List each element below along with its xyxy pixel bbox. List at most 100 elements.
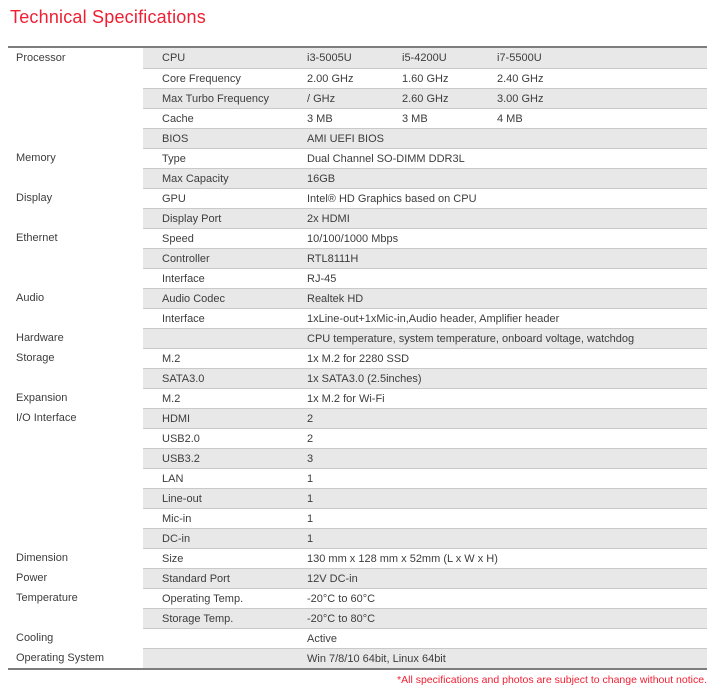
spec-value-cell: 2.00 GHz	[307, 73, 354, 85]
spec-values: 1x SATA3.0 (2.5inches)	[307, 369, 707, 388]
row-band: Line-out 1	[143, 488, 707, 508]
spec-value-cell: 2x HDMI	[307, 213, 350, 225]
category-cell: Expansion	[8, 388, 143, 408]
spec-value-cell: 1	[307, 533, 314, 545]
category-cell	[8, 88, 143, 108]
spec-values: Dual Channel SO-DIMM DDR3L	[307, 149, 707, 168]
spec-label-cell: Operating Temp.	[162, 593, 244, 605]
spec-value-cell: Dual Channel SO-DIMM DDR3L	[307, 153, 465, 165]
spec-label-cell: USB3.2	[162, 453, 200, 465]
category-cell: Cooling	[8, 628, 143, 648]
row-band: Cache 3 MB 3 MB 4 MB	[143, 108, 707, 128]
table-row: Line-out 1	[8, 488, 707, 508]
spec-values: 1	[307, 509, 707, 528]
category-cell	[8, 508, 143, 528]
row-band: Active	[143, 628, 707, 648]
table-row: Storage Temp. -20°C to 80°C	[8, 608, 707, 628]
spec-label-cell: Interface	[162, 273, 205, 285]
table-row: Expansion M.2 1x M.2 for Wi-Fi	[8, 388, 707, 408]
row-band: SATA3.0 1x SATA3.0 (2.5inches)	[143, 368, 707, 388]
row-band: Storage Temp. -20°C to 80°C	[143, 608, 707, 628]
spec-label-cell: Speed	[162, 233, 194, 245]
table-row: Display Port 2x HDMI	[8, 208, 707, 228]
spec-values: Realtek HD	[307, 289, 707, 308]
category-cell	[8, 468, 143, 488]
spec-label-cell: Controller	[162, 253, 210, 265]
spec-value-cell: 2.60 GHz	[402, 93, 449, 105]
spec-value-cell: RJ-45	[307, 273, 337, 285]
row-band: Max Turbo Frequency / GHz 2.60 GHz 3.00 GHz	[143, 88, 707, 108]
row-band: USB2.0 2	[143, 428, 707, 448]
spec-value-cell: 1xLine-out+1xMic-in,Audio header, Amplif…	[307, 313, 560, 325]
spec-values: RTL8111H	[307, 249, 707, 268]
category-cell	[8, 368, 143, 388]
row-band: Audio Codec Realtek HD	[143, 288, 707, 308]
table-row: DC-in 1	[8, 528, 707, 548]
spec-values: Intel® HD Graphics based on CPU	[307, 189, 707, 208]
category-cell	[8, 528, 143, 548]
spec-value-cell: i3-5005U	[307, 52, 352, 64]
spec-label-cell: USB2.0	[162, 433, 200, 445]
spec-values: 3 MB 3 MB 4 MB	[307, 109, 707, 128]
disclaimer-footnote: *All specifications and photos are subje…	[397, 674, 707, 686]
table-row: Power Standard Port 12V DC-in	[8, 568, 707, 588]
spec-value-cell: -20°C to 80°C	[307, 613, 376, 625]
table-row: Cooling Active	[8, 628, 707, 648]
category-cell: Power	[8, 568, 143, 588]
row-band: Interface 1xLine-out+1xMic-in,Audio heade…	[143, 308, 707, 328]
spec-label-cell: Mic-in	[162, 513, 192, 525]
spec-values: 12V DC-in	[307, 569, 707, 588]
spec-value-cell: 1.60 GHz	[402, 73, 449, 85]
category-cell	[8, 608, 143, 628]
category-cell	[8, 308, 143, 328]
spec-value-cell: 1x SATA3.0 (2.5inches)	[307, 373, 422, 385]
table-row: Interface RJ-45	[8, 268, 707, 288]
spec-value-cell: 1	[307, 473, 314, 485]
spec-label-cell	[143, 329, 307, 348]
category-cell: Audio	[8, 288, 143, 308]
spec-label-cell	[143, 649, 307, 668]
spec-label-cell: Core Frequency	[162, 73, 241, 85]
spec-values: 3	[307, 449, 707, 468]
spec-label-cell: SATA3.0	[162, 373, 205, 385]
row-band: Display Port 2x HDMI	[143, 208, 707, 228]
spec-values: 130 mm x 128 mm x 52mm (L x W x H)	[307, 549, 707, 568]
spec-value-cell: 3 MB	[402, 113, 428, 125]
spec-label-cell: Size	[162, 553, 184, 565]
spec-values: 1	[307, 489, 707, 508]
category-cell	[8, 428, 143, 448]
spec-value-cell: 16GB	[307, 173, 336, 185]
spec-values: 1	[307, 529, 707, 548]
spec-label-cell: Interface	[162, 313, 205, 325]
spec-value-cell: RTL8111H	[307, 253, 359, 265]
table-row: Core Frequency 2.00 GHz 1.60 GHz 2.40 GHz	[8, 68, 707, 88]
page-title: Technical Specifications	[10, 7, 206, 27]
row-band: Core Frequency 2.00 GHz 1.60 GHz 2.40 GHz	[143, 68, 707, 88]
row-band: USB3.2 3	[143, 448, 707, 468]
category-cell	[8, 268, 143, 288]
table-row: Audio Audio Codec Realtek HD	[8, 288, 707, 308]
table-row: Controller RTL8111H	[8, 248, 707, 268]
table-row: Operating System Win 7/8/10 64bit, Linux …	[8, 648, 707, 668]
spec-label-cell: GPU	[162, 193, 186, 205]
spec-values: 1	[307, 469, 707, 488]
table-row: Storage M.2 1x M.2 for 2280 SSD	[8, 348, 707, 368]
table-row: I/O Interface HDMI 2	[8, 408, 707, 428]
spec-values: / GHz 2.60 GHz 3.00 GHz	[307, 89, 707, 108]
category-cell: I/O Interface	[8, 408, 143, 428]
category-cell: Ethernet	[8, 228, 143, 248]
table-row: Ethernet Speed 10/100/1000 Mbps	[8, 228, 707, 248]
row-band: Controller RTL8111H	[143, 248, 707, 268]
table-row: USB2.0 2	[8, 428, 707, 448]
spec-values: Active	[307, 629, 707, 648]
spec-values: RJ-45	[307, 269, 707, 288]
spec-value-cell: 3.00 GHz	[497, 93, 544, 105]
spec-value-cell: 2	[307, 433, 314, 445]
spec-label-cell: BIOS	[162, 133, 189, 145]
spec-value-cell: CPU temperature, system temperature, onb…	[307, 333, 635, 345]
row-band: DC-in 1	[143, 528, 707, 548]
row-band: Type Dual Channel SO-DIMM DDR3L	[143, 148, 707, 168]
table-row: Display GPU Intel® HD Graphics based on CP…	[8, 188, 707, 208]
spec-value-cell: Win 7/8/10 64bit, Linux 64bit	[307, 653, 446, 665]
